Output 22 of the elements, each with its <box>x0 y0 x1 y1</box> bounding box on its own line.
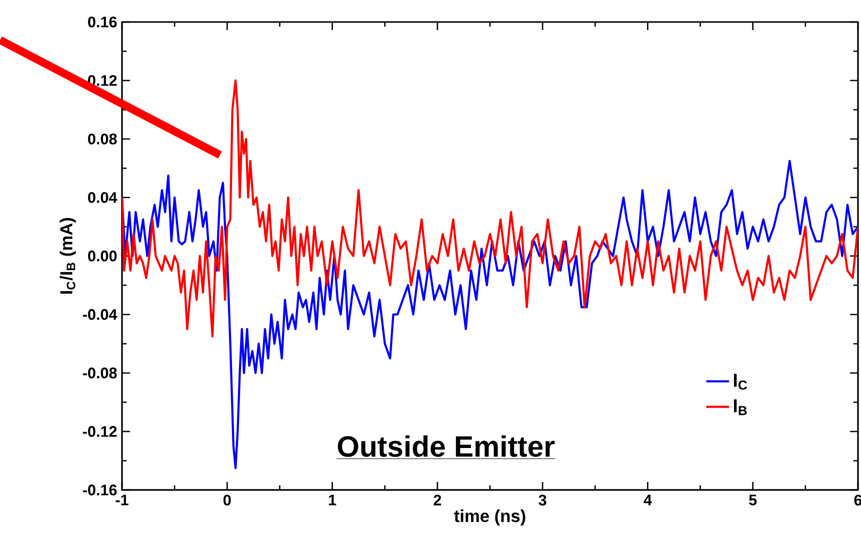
y-tick-label: -0.04 <box>82 309 118 320</box>
legend-label: I$_{C}$ <box>734 374 747 390</box>
y-tick-label: 0.08 <box>88 134 117 144</box>
y-axis-title: I$_{C}$/I$_{B}$ (mA) <box>60 218 76 294</box>
x-tick-label: -1 <box>116 494 128 506</box>
x-axis-title: time (ns) <box>454 509 526 526</box>
y-tick-label: 0.00 <box>88 250 117 262</box>
y-tick-label: 0.04 <box>88 192 118 203</box>
y-tick-label: 0.16 <box>88 16 117 28</box>
x-tick-label: 3 <box>538 494 546 506</box>
x-tick-label: 4 <box>644 494 652 506</box>
x-tick-label: 1 <box>328 494 336 506</box>
x-tick-label: 5 <box>749 494 757 506</box>
x-tick-label: 2 <box>434 494 442 506</box>
x-tick-label: 0 <box>223 494 231 506</box>
legend-label: I$_{B}$ <box>734 399 747 416</box>
y-tick-label: -0.12 <box>82 426 117 437</box>
line-series <box>122 160 858 470</box>
line-series <box>122 79 858 338</box>
y-tick-label: -0.16 <box>82 484 117 496</box>
annotation: Outside Emitter <box>338 435 555 457</box>
y-tick-label: -0.08 <box>82 368 117 378</box>
